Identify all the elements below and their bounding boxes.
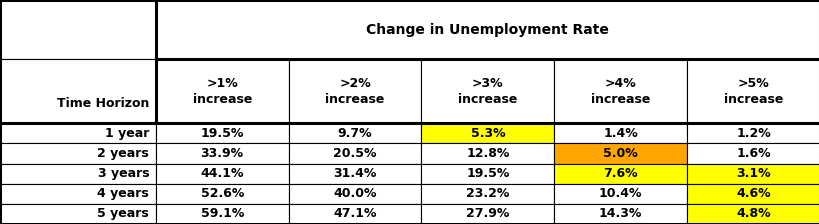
- Text: 4 years: 4 years: [97, 187, 149, 200]
- Text: 27.9%: 27.9%: [466, 207, 509, 220]
- Bar: [554, 204, 686, 224]
- Bar: [554, 184, 686, 204]
- Text: 10.4%: 10.4%: [598, 187, 642, 200]
- Bar: [288, 59, 421, 123]
- Text: >1%
increase: >1% increase: [192, 77, 251, 106]
- Bar: [554, 123, 686, 143]
- Text: 14.3%: 14.3%: [599, 207, 641, 220]
- Bar: [421, 204, 554, 224]
- Text: 2 years: 2 years: [97, 147, 149, 160]
- Text: 1.4%: 1.4%: [603, 127, 637, 140]
- Text: >2%
increase: >2% increase: [325, 77, 384, 106]
- Bar: [686, 123, 819, 143]
- Bar: [156, 0, 819, 59]
- Text: 23.2%: 23.2%: [466, 187, 509, 200]
- Text: 7.6%: 7.6%: [603, 167, 637, 180]
- Bar: [554, 59, 686, 123]
- Bar: [156, 164, 288, 184]
- Text: 59.1%: 59.1%: [201, 207, 243, 220]
- Text: 33.9%: 33.9%: [201, 147, 243, 160]
- Text: 1 year: 1 year: [105, 127, 149, 140]
- Bar: [156, 204, 288, 224]
- Text: 4.8%: 4.8%: [735, 207, 770, 220]
- Bar: [421, 59, 554, 123]
- Bar: [554, 143, 686, 164]
- Text: 9.7%: 9.7%: [337, 127, 372, 140]
- Bar: [686, 143, 819, 164]
- Text: 20.5%: 20.5%: [333, 147, 377, 160]
- Bar: [288, 204, 421, 224]
- Text: 1.6%: 1.6%: [735, 147, 770, 160]
- Bar: [0, 184, 156, 204]
- Bar: [156, 143, 288, 164]
- Text: >3%
increase: >3% increase: [458, 77, 517, 106]
- Bar: [421, 143, 554, 164]
- Text: 5.3%: 5.3%: [470, 127, 505, 140]
- Text: 5.0%: 5.0%: [603, 147, 637, 160]
- Text: 3.1%: 3.1%: [735, 167, 770, 180]
- Bar: [156, 123, 288, 143]
- Bar: [0, 164, 156, 184]
- Bar: [288, 123, 421, 143]
- Text: Change in Unemployment Rate: Change in Unemployment Rate: [366, 23, 609, 37]
- Text: 31.4%: 31.4%: [333, 167, 376, 180]
- Text: 4.6%: 4.6%: [735, 187, 770, 200]
- Text: 5 years: 5 years: [97, 207, 149, 220]
- Text: 19.5%: 19.5%: [201, 127, 243, 140]
- Text: >4%
increase: >4% increase: [590, 77, 649, 106]
- Bar: [0, 143, 156, 164]
- Text: 52.6%: 52.6%: [201, 187, 243, 200]
- Bar: [421, 164, 554, 184]
- Bar: [288, 164, 421, 184]
- Text: >5%
increase: >5% increase: [723, 77, 782, 106]
- Text: 19.5%: 19.5%: [466, 167, 509, 180]
- Bar: [421, 184, 554, 204]
- Bar: [156, 184, 288, 204]
- Bar: [686, 184, 819, 204]
- Text: 40.0%: 40.0%: [333, 187, 377, 200]
- Bar: [288, 184, 421, 204]
- Bar: [0, 123, 156, 143]
- Text: 47.1%: 47.1%: [333, 207, 377, 220]
- Text: 3 years: 3 years: [97, 167, 149, 180]
- Bar: [686, 164, 819, 184]
- Bar: [288, 143, 421, 164]
- Text: 44.1%: 44.1%: [200, 167, 244, 180]
- Bar: [554, 164, 686, 184]
- Bar: [0, 204, 156, 224]
- Bar: [686, 204, 819, 224]
- Text: 1.2%: 1.2%: [735, 127, 770, 140]
- Text: 12.8%: 12.8%: [466, 147, 509, 160]
- Bar: [0, 59, 156, 123]
- Bar: [156, 59, 288, 123]
- Bar: [686, 59, 819, 123]
- Bar: [0, 0, 156, 59]
- Text: Time Horizon: Time Horizon: [57, 97, 149, 110]
- Bar: [421, 123, 554, 143]
